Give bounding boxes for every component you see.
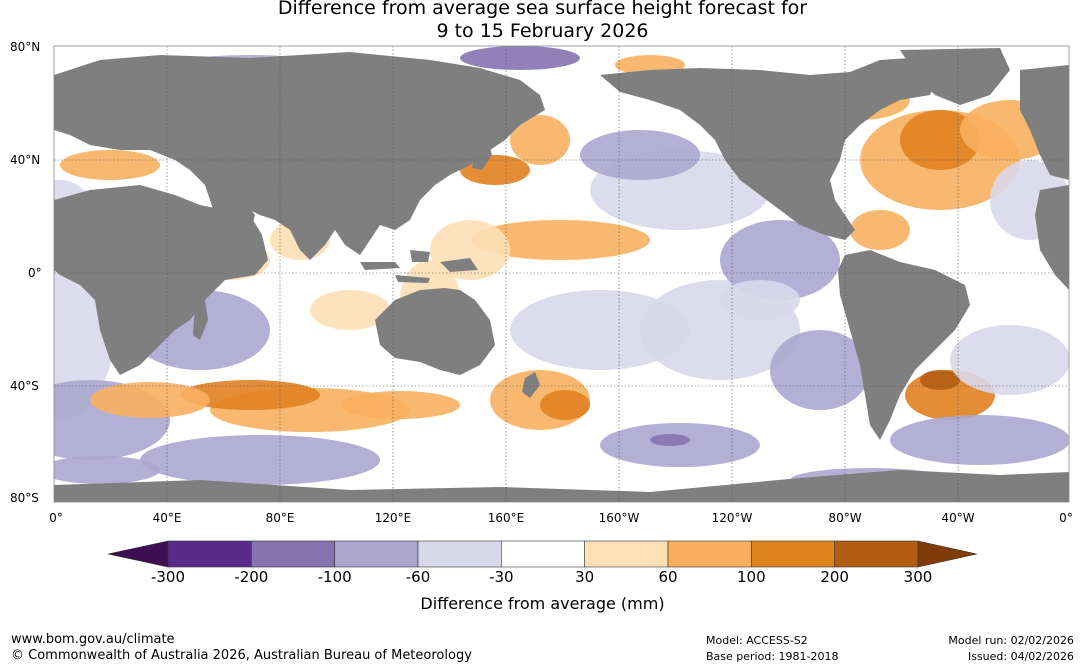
land-new-zealand	[522, 372, 540, 398]
footer-model: Model: ACCESS-S2	[706, 634, 808, 647]
land-antarctica	[54, 470, 1069, 502]
lat-label-40n: 40°N	[10, 153, 41, 167]
lon-label-40w: 40°W	[941, 511, 975, 525]
colorbar-tick-label: 200	[820, 568, 849, 586]
colorbar-tick-label: -60	[405, 568, 431, 586]
title-line-1: Difference from average sea surface heig…	[277, 0, 808, 19]
land-africa-west	[1035, 185, 1069, 290]
land-africa	[54, 185, 268, 375]
lon-label-80e: 80°E	[265, 511, 295, 525]
land-south-america	[838, 250, 970, 440]
lon-label-0-east: 0°	[1059, 511, 1073, 525]
graticule	[54, 46, 1069, 502]
anomaly-patch	[890, 415, 1069, 465]
anomaly-patch	[510, 115, 570, 165]
footer-issued: Issued: 04/02/2026	[967, 650, 1074, 663]
map-title: Difference from average sea surface heig…	[0, 0, 1085, 43]
map-frame	[53, 45, 1070, 503]
land-indonesia	[360, 250, 478, 283]
anomaly-patch	[140, 435, 380, 485]
anomaly-patch	[54, 456, 160, 484]
land-australia	[375, 288, 495, 375]
anomaly-patch	[180, 380, 320, 410]
anomaly-patch	[540, 390, 590, 420]
land-eurasia	[54, 52, 545, 260]
anomaly-patch	[310, 290, 390, 330]
land-india	[290, 195, 325, 245]
land-north-america	[600, 58, 940, 240]
lon-label-40e: 40°E	[152, 511, 182, 525]
colorbar-label: Difference from average (mm)	[420, 594, 665, 613]
anomaly-patch	[90, 382, 210, 418]
footer-copyright: © Commonwealth of Australia 2026, Austra…	[11, 648, 472, 663]
footer-model-run: Model run: 02/02/2026	[948, 634, 1074, 647]
anomaly-patch	[460, 46, 580, 70]
anomaly-patch	[470, 220, 650, 260]
land-greenland	[900, 48, 1010, 105]
land-arabia	[205, 185, 255, 235]
lon-label-80w: 80°W	[828, 511, 862, 525]
lat-label-0: 0°	[28, 266, 42, 280]
anomaly-patch	[920, 370, 960, 390]
lat-label-40s: 40°S	[10, 379, 39, 393]
lon-label-160e: 160°E	[487, 511, 525, 525]
anomaly-patch	[900, 110, 980, 170]
lat-label-80n: 80°N	[10, 40, 41, 54]
lon-label-160w: 160°W	[598, 511, 640, 525]
footer-url: www.bom.gov.au/climate	[11, 632, 175, 647]
colorbar-tick-label: 30	[575, 568, 595, 586]
anomaly-patch	[850, 210, 910, 250]
colorbar-tick-label: 60	[658, 568, 678, 586]
lon-label-120e: 120°E	[374, 511, 412, 525]
title-line-2: 9 to 15 February 2026	[436, 20, 649, 42]
land-masses	[54, 48, 1069, 502]
colorbar-tick-label: -300	[150, 568, 186, 586]
anomaly-patch	[720, 280, 800, 320]
land-madagascar	[193, 300, 208, 340]
anomaly-patch	[950, 325, 1069, 395]
lon-label-0: 0°	[49, 511, 63, 525]
anomaly-patch	[60, 150, 160, 180]
anomaly-patch	[340, 391, 460, 419]
colorbar-tick-label: 100	[737, 568, 766, 586]
anomaly-patch	[720, 220, 840, 300]
colorbar-tick-label: 300	[903, 568, 933, 586]
land-japan	[472, 140, 492, 170]
land-europe-east	[1020, 65, 1069, 180]
anomaly-patch	[650, 434, 690, 446]
lon-label-120w: 120°W	[711, 511, 753, 525]
lat-label-80s: 80°S	[10, 491, 39, 505]
colorbar-tick-label: -30	[489, 568, 514, 586]
anomaly-patch	[510, 290, 690, 370]
colorbar-tick-label: -100	[317, 568, 352, 586]
anomaly-patch	[580, 130, 700, 180]
footer-base-period: Base period: 1981-2018	[706, 650, 839, 663]
colorbar-tick-label: -200	[234, 568, 269, 586]
